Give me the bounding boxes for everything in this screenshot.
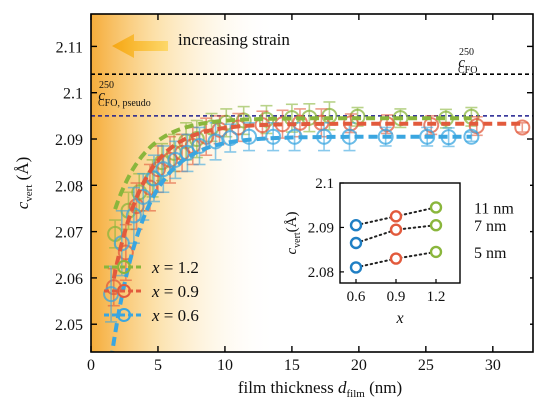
y-tick-label: 2.05: [55, 317, 83, 334]
y-tick-label: 2.08: [55, 178, 83, 195]
fit-curve-1.2: [113, 116, 472, 210]
fit-curve-0.9: [111, 121, 523, 279]
data-point: [191, 137, 208, 154]
y-tick-label: 2.11: [56, 39, 83, 56]
strain-annotation: increasing strain: [178, 30, 290, 49]
inset-x-tick-label: 0.6: [347, 289, 366, 305]
inset-series-label: 7 nm: [474, 218, 507, 235]
inset-data-point: [349, 261, 363, 274]
strain-gradient-band: [91, 14, 276, 352]
inset-x-tick-label: 0.9: [387, 289, 406, 305]
y-tick-label: 2.06: [55, 271, 83, 288]
svg-text:x = 1.2: x = 1.2: [151, 258, 199, 277]
y-tick-label: 2.09: [55, 132, 83, 149]
error-bar: [157, 145, 170, 194]
plot-frame: [90, 13, 534, 353]
x-tick-label: 5: [154, 357, 162, 374]
data-point: [419, 128, 436, 145]
data-point: [222, 130, 239, 147]
inset-plot: 0.6 0.9 1.2 2.08 2.09 2.1 11 nm7 nm 5 nm: [308, 176, 515, 305]
x-tick-label: 20: [351, 357, 367, 374]
error-bar: [193, 126, 206, 166]
inset-series-11nm: 11 nm: [349, 200, 514, 232]
error-bar: [303, 103, 316, 133]
data-point: [241, 128, 258, 145]
data-point: [207, 133, 224, 150]
legend-entry-x1.2: x = 1.2: [104, 258, 199, 277]
data-point: [377, 128, 394, 145]
data-point: [117, 244, 134, 261]
x-tick-label: 0: [87, 357, 95, 374]
x-tick-label: 30: [485, 357, 501, 374]
fit-curve-0.6: [110, 134, 472, 352]
inset-x-axis-title: x: [395, 310, 403, 327]
svg-text:x = 0.6: x = 0.6: [151, 306, 199, 325]
ref-label-cfo: c250 CFO: [458, 47, 477, 76]
plot-area: [91, 73, 533, 352]
inset-y-tick-label: 2.1: [315, 176, 334, 192]
inset-data-point: [429, 201, 443, 214]
ref-label-cfo-pseudo: c250 CFO, pseudo: [98, 80, 151, 109]
inset-x-tick-label: 1.2: [427, 289, 446, 305]
inset-data-point: [389, 210, 403, 223]
error-bar: [285, 103, 298, 133]
data-point: [463, 128, 480, 145]
inset-data-point: [429, 245, 443, 259]
inset-series-label: 5 nm: [474, 245, 507, 262]
x-tick-label: 10: [217, 357, 233, 374]
legend-entry-x0.6: x = 0.6: [104, 306, 199, 325]
data-point: [514, 119, 531, 136]
data-point: [230, 119, 247, 136]
error-bar: [224, 123, 237, 153]
inset-data-point: [389, 223, 403, 236]
x-axis-title: film thickness dfilm (nm): [238, 378, 402, 400]
inset-y-tick-label: 2.08: [308, 265, 334, 281]
x-tick-label: 25: [418, 357, 434, 374]
legend-entry-x0.9: x = 0.9: [104, 282, 199, 301]
inset-series-label: 11 nm: [474, 200, 514, 217]
inset-series-5nm: 5 nm: [349, 245, 507, 274]
data-point: [265, 128, 282, 145]
inset-data-point: [389, 252, 403, 265]
strain-arrow-icon: [112, 34, 168, 58]
inset-series-7nm: 7 nm: [349, 218, 507, 250]
inset-frame: [339, 182, 461, 284]
inset-y-tick-label: 2.09: [308, 220, 334, 236]
inset-y-axis-title: cvert(Å): [284, 211, 303, 254]
inset-data-point: [349, 236, 363, 250]
legend: x = 1.2 x = 0.9 x = 0.6: [104, 258, 199, 325]
inset-data-point: [429, 219, 443, 232]
y-tick-label: 2.1: [63, 86, 83, 103]
y-tick-label: 2.07: [55, 225, 83, 242]
y-axis-title: cvert (Å): [13, 157, 35, 210]
inset-background: [286, 172, 530, 330]
x-tick-label: 15: [284, 357, 300, 374]
svg-text:x = 0.9: x = 0.9: [151, 282, 199, 301]
main-plot: 0 5 10 15 20 25 30 2.05 2.06 2.07 2.08 2.09 2.1 2.11: [55, 14, 533, 374]
inset-data-point: [349, 219, 363, 232]
